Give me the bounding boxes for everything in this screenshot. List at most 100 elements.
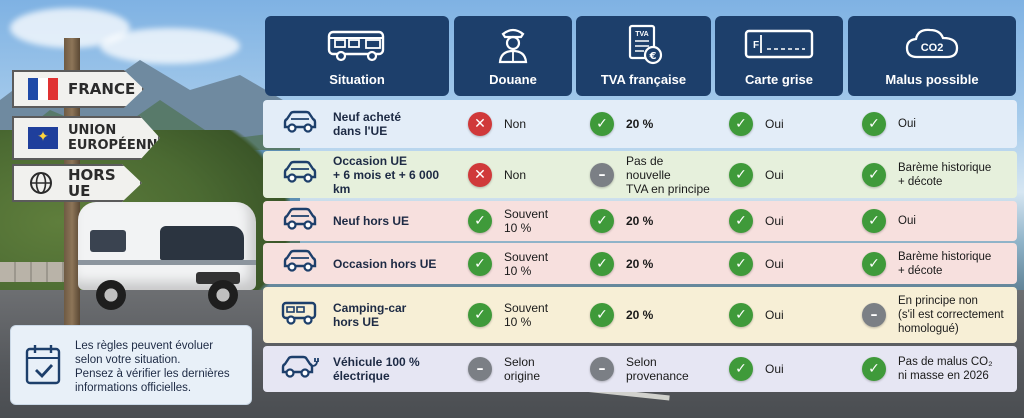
table-row: Neuf acheté dans l'UE ✕ Non ✓ 20 % ✓ Oui ✓ Oui — [263, 100, 1017, 148]
registration-card-icon: F — [715, 24, 843, 64]
co2-cloud-icon: CO2 — [848, 24, 1016, 64]
status-yes-icon: ✓ — [862, 162, 886, 187]
status-yes-icon: ✓ — [590, 251, 614, 276]
status-yes-icon: ✓ — [729, 209, 753, 233]
status-yes-icon: ✓ — [590, 112, 614, 136]
header-malus: CO2 Malus possible — [848, 16, 1016, 96]
sign-label: FRANCE — [68, 80, 136, 98]
cell-text: 20 % — [626, 256, 654, 271]
comparison-table: Situation Douane TVA € TVA française F Ca… — [263, 12, 1017, 410]
camper-van-icon — [265, 24, 449, 64]
situation-label: Occasion UE + 6 mois et + 6 000 km — [333, 153, 440, 196]
camper-van-photo — [78, 196, 258, 314]
cell-malus: ✓ Oui — [848, 100, 1016, 148]
car-icon — [267, 109, 333, 140]
cell-malus: ✓ Oui — [848, 201, 1016, 241]
cell-carte: ✓ Oui — [715, 100, 843, 148]
status-yes-icon: ✓ — [729, 303, 753, 327]
cell-text: 20 % — [626, 117, 654, 131]
cell-text: Non — [504, 117, 527, 131]
cell-carte: ✓ Oui — [715, 287, 843, 343]
tva-icon-text: TVA — [635, 31, 648, 38]
sign-label: UNION EUROPÉENNE — [68, 123, 167, 153]
status-yes-icon: ✓ — [468, 251, 492, 276]
header-label: Situation — [329, 72, 385, 87]
cell-situation: Occasion UE + 6 mois et + 6 000 km — [267, 151, 453, 198]
header-situation: Situation — [265, 16, 449, 96]
cell-text: Barème historique + décote — [898, 161, 992, 188]
cell-text: Oui — [898, 118, 916, 130]
cell-text: Oui — [765, 167, 784, 182]
cell-text: 20 % — [626, 308, 654, 322]
calendar-check-icon — [23, 342, 65, 388]
eu-flag-icon — [28, 127, 58, 149]
status-no-icon: ✕ — [468, 162, 492, 187]
cell-text: Barème historique + décote — [898, 250, 992, 277]
status-neutral-icon: – — [862, 303, 886, 327]
cell-malus: – En principe non (s'il est correctement … — [848, 287, 1016, 343]
cell-situation: Neuf acheté dans l'UE — [267, 100, 453, 148]
france-flag-icon — [28, 78, 58, 100]
table-row: Occasion hors UE ✓ Souvent 10 % ✓ 20 % ✓ Oui ✓ B… — [263, 243, 1017, 284]
cell-tva: ✓ 20 % — [576, 287, 711, 343]
header-label: Malus possible — [885, 72, 979, 87]
svg-text:€: € — [648, 51, 656, 62]
header-carte-grise: F Carte grise — [715, 16, 843, 96]
cell-situation: Camping-car hors UE — [267, 287, 453, 343]
tva-document-icon: TVA € — [576, 24, 711, 65]
cell-carte: ✓ Oui — [715, 151, 843, 198]
sign-hors-ue: HORS UE — [12, 164, 142, 202]
cell-text: 20 % — [626, 214, 654, 228]
car-icon — [267, 159, 333, 190]
cell-tva: ✓ 20 % — [576, 201, 711, 241]
cell-text: Oui — [765, 362, 784, 376]
info-note: Les règles peuvent évoluer selon votre s… — [10, 325, 252, 405]
cell-tva: ✓ 20 % — [576, 100, 711, 148]
header-douane: Douane — [454, 16, 572, 96]
cell-malus: ✓ Barème historique + décote — [848, 243, 1016, 284]
cell-text: Souvent 10 % — [504, 207, 549, 235]
cell-carte: ✓ Oui — [715, 243, 843, 284]
cell-situation: Neuf hors UE — [267, 201, 453, 241]
cell-text: Oui — [765, 256, 784, 271]
sign-label: HORS UE — [68, 166, 116, 200]
status-yes-icon: ✓ — [590, 303, 614, 327]
status-yes-icon: ✓ — [590, 209, 614, 233]
header-label: Carte grise — [745, 72, 813, 87]
cell-malus: ✓ Pas de malus CO₂ ni masse en 2026 — [848, 346, 1016, 392]
cell-text: Souvent 10 % — [504, 249, 549, 278]
status-yes-icon: ✓ — [862, 357, 886, 381]
cell-situation: Occasion hors UE — [267, 243, 453, 284]
status-yes-icon: ✓ — [468, 303, 492, 327]
sign-eu: UNION EUROPÉENNE — [12, 116, 160, 160]
status-yes-icon: ✓ — [862, 112, 886, 136]
cell-text: Oui — [765, 308, 784, 322]
cell-douane: ✕ Non — [454, 100, 572, 148]
electric-car-icon — [267, 354, 333, 385]
status-yes-icon: ✓ — [729, 162, 753, 187]
situation-label: Occasion hors UE — [333, 256, 437, 271]
note-text: Les règles peuvent évoluer selon votre s… — [75, 340, 230, 394]
cell-tva: – Selon provenance — [576, 346, 711, 392]
status-no-icon: ✕ — [468, 112, 492, 136]
status-neutral-icon: – — [468, 357, 492, 381]
status-yes-icon: ✓ — [862, 251, 886, 276]
status-neutral-icon: – — [590, 162, 614, 187]
status-yes-icon: ✓ — [862, 209, 886, 233]
cell-douane: ✓ Souvent 10 % — [454, 201, 572, 241]
table-row: Occasion UE + 6 mois et + 6 000 km ✕ Non – P… — [263, 151, 1017, 198]
customs-officer-icon — [454, 24, 572, 64]
status-yes-icon: ✓ — [729, 112, 753, 136]
cell-tva: ✓ 20 % — [576, 243, 711, 284]
cell-douane: – Selon origine — [454, 346, 572, 392]
situation-label: Camping-car hors UE — [333, 301, 407, 329]
table-row: Neuf hors UE ✓ Souvent 10 % ✓ 20 % ✓ Oui ✓ Oui — [263, 201, 1017, 241]
situation-label: Neuf acheté dans l'UE — [333, 110, 402, 138]
globe-icon — [28, 172, 58, 194]
cell-situation: Véhicule 100 % électrique — [267, 346, 453, 392]
cell-text: Selon provenance — [626, 355, 689, 383]
cell-text: Oui — [765, 117, 784, 131]
cell-text: Oui — [898, 215, 916, 227]
cell-text: Pas de malus CO₂ ni masse en 2026 — [898, 356, 993, 382]
situation-label: Neuf hors UE — [333, 214, 410, 228]
